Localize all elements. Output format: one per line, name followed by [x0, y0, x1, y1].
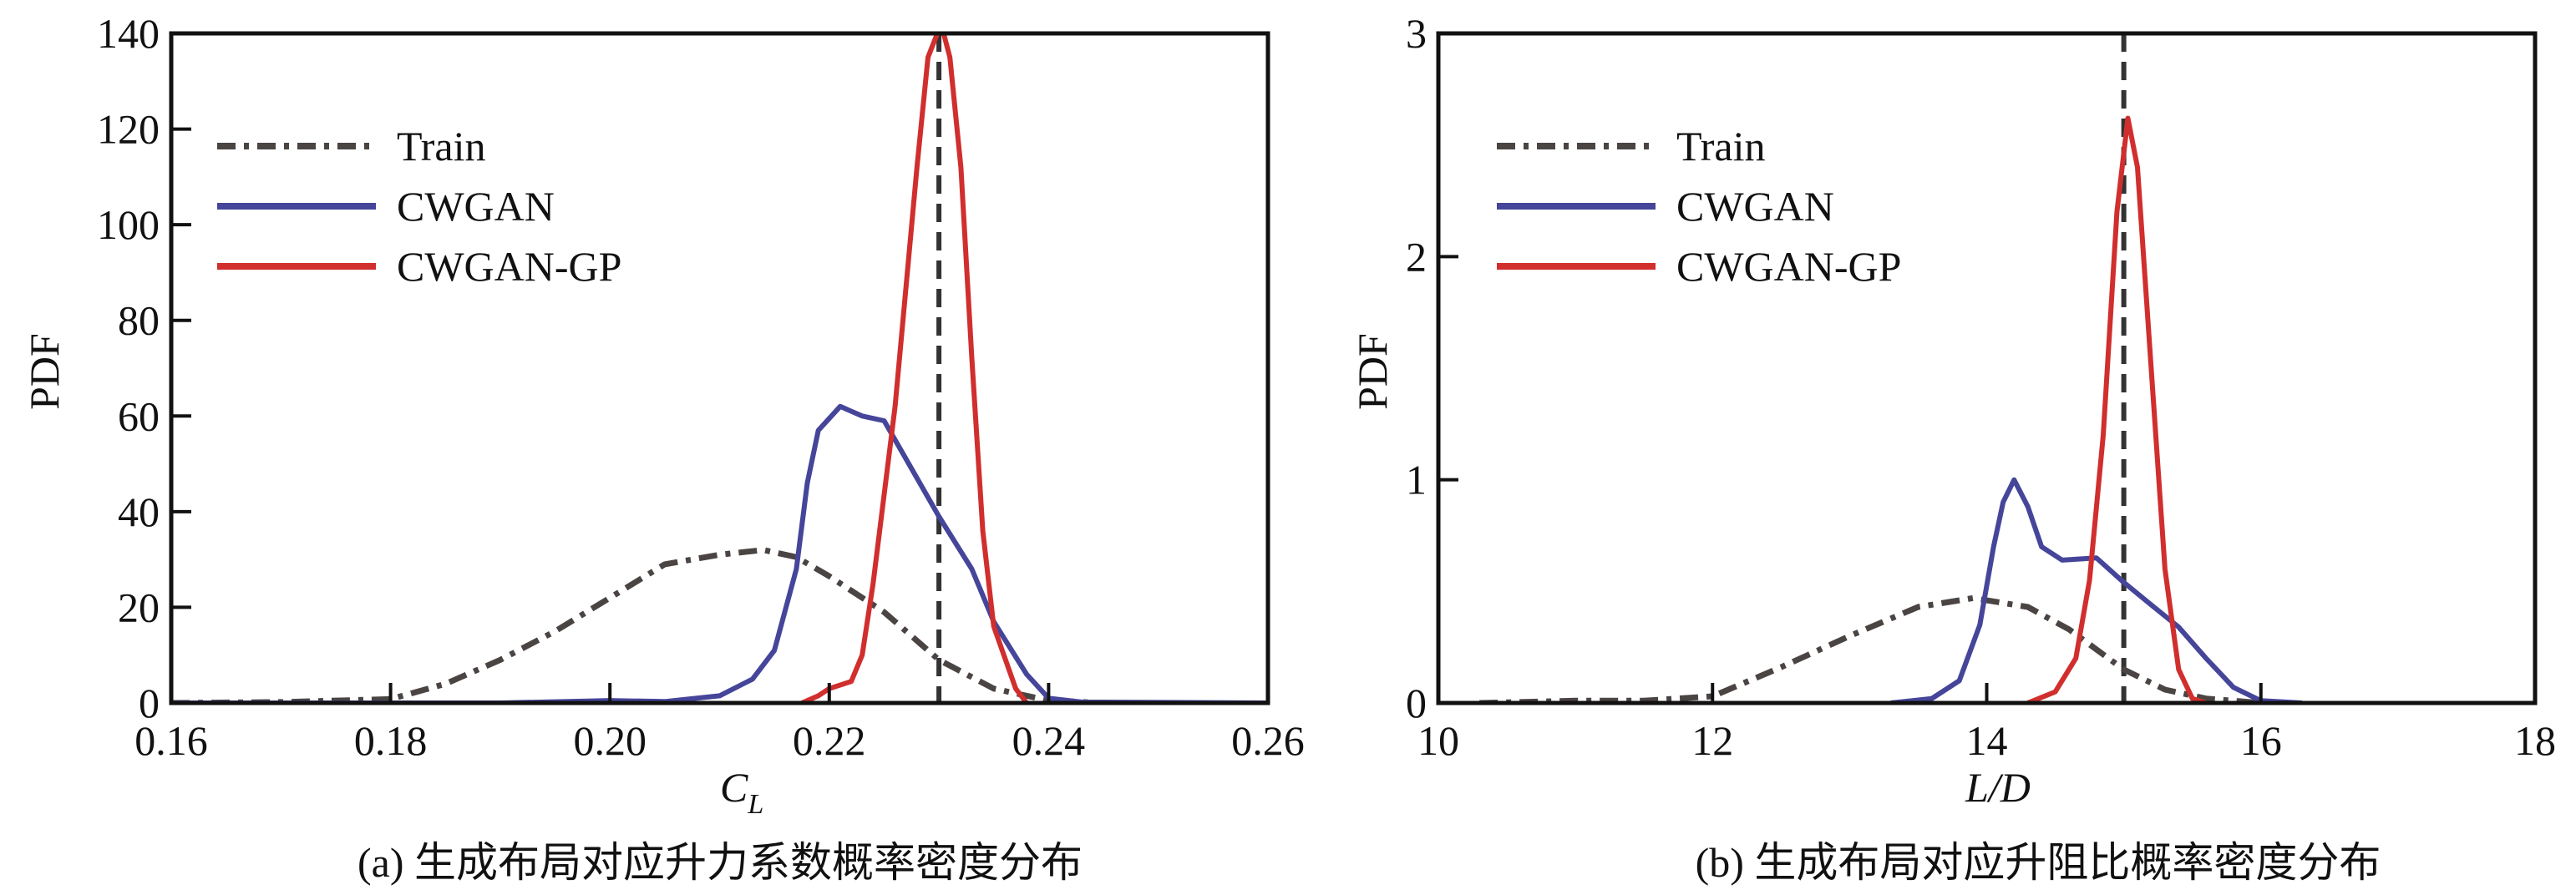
y-axis-label: PDF [1349, 333, 1396, 410]
y-tick-label: 100 [97, 201, 160, 248]
x-tick-label: 16 [2240, 717, 2282, 764]
caption: (b) 生成布局对应升阻比概率密度分布 [1696, 839, 2381, 886]
series-line-cwgan [1890, 477, 2303, 703]
y-tick-label: 80 [118, 297, 160, 344]
y-tick-label: 140 [97, 10, 160, 57]
x-tick-label: 10 [1417, 717, 1459, 764]
x-axis-label: CL [720, 764, 763, 820]
series-line-cwgan [171, 403, 1268, 703]
series-line-cwgan-gp [2026, 115, 2208, 703]
legend-label-cwgan: CWGAN [1676, 183, 1834, 230]
y-tick-label: 0 [139, 680, 160, 726]
x-tick-label: 14 [1966, 717, 2008, 764]
x-tick-label: 0.20 [573, 717, 647, 764]
y-tick-label: 1 [1406, 457, 1427, 503]
y-tick-label: 3 [1406, 10, 1427, 57]
x-tick-label: 0.22 [793, 717, 866, 764]
x-tick-label: 18 [2514, 717, 2556, 764]
caption: (a) 生成布局对应升力系数概率密度分布 [357, 839, 1083, 886]
series-line-train [171, 547, 1104, 703]
x-tick-label: 12 [1691, 717, 1733, 764]
y-axis-label: PDF [21, 333, 68, 410]
panel-a-lift-coefficient-pdf: PDF CL (a) 生成布局对应升力系数概率密度分布 Train CWGAN CW… [21, 10, 1305, 886]
y-tick-label: 60 [118, 392, 160, 439]
legend-label-cwgan-gp: CWGAN-GP [397, 243, 621, 290]
x-axis-label-subscript: L [747, 789, 763, 820]
x-tick-label: 0.16 [134, 717, 208, 764]
y-tick-label: 2 [1406, 233, 1427, 280]
x-tick-label: 0.24 [1012, 717, 1086, 764]
y-tick-label: 20 [118, 584, 160, 630]
x-axis-label: L/D [1965, 764, 2031, 811]
legend-label-train: Train [1676, 123, 1766, 169]
legend-label-cwgan: CWGAN [397, 183, 555, 230]
legend-label-train: Train [397, 123, 486, 169]
panel-b-lift-drag-ratio-pdf: PDF L/D (b) 生成布局对应升阻比概率密度分布 Train CWGAN CW… [1349, 10, 2556, 886]
y-tick-label: 40 [118, 488, 160, 535]
series-line-cwgan-gp [800, 33, 1029, 703]
x-axis-label-main: C [720, 764, 748, 811]
x-tick-label: 0.18 [354, 717, 428, 764]
y-tick-label: 0 [1406, 680, 1427, 726]
x-tick-label: 0.26 [1231, 717, 1305, 764]
y-tick-label: 120 [97, 106, 160, 153]
series-line-train [1479, 594, 2262, 703]
legend-label-cwgan-gp: CWGAN-GP [1676, 243, 1901, 290]
plot-frame [169, 31, 1270, 705]
